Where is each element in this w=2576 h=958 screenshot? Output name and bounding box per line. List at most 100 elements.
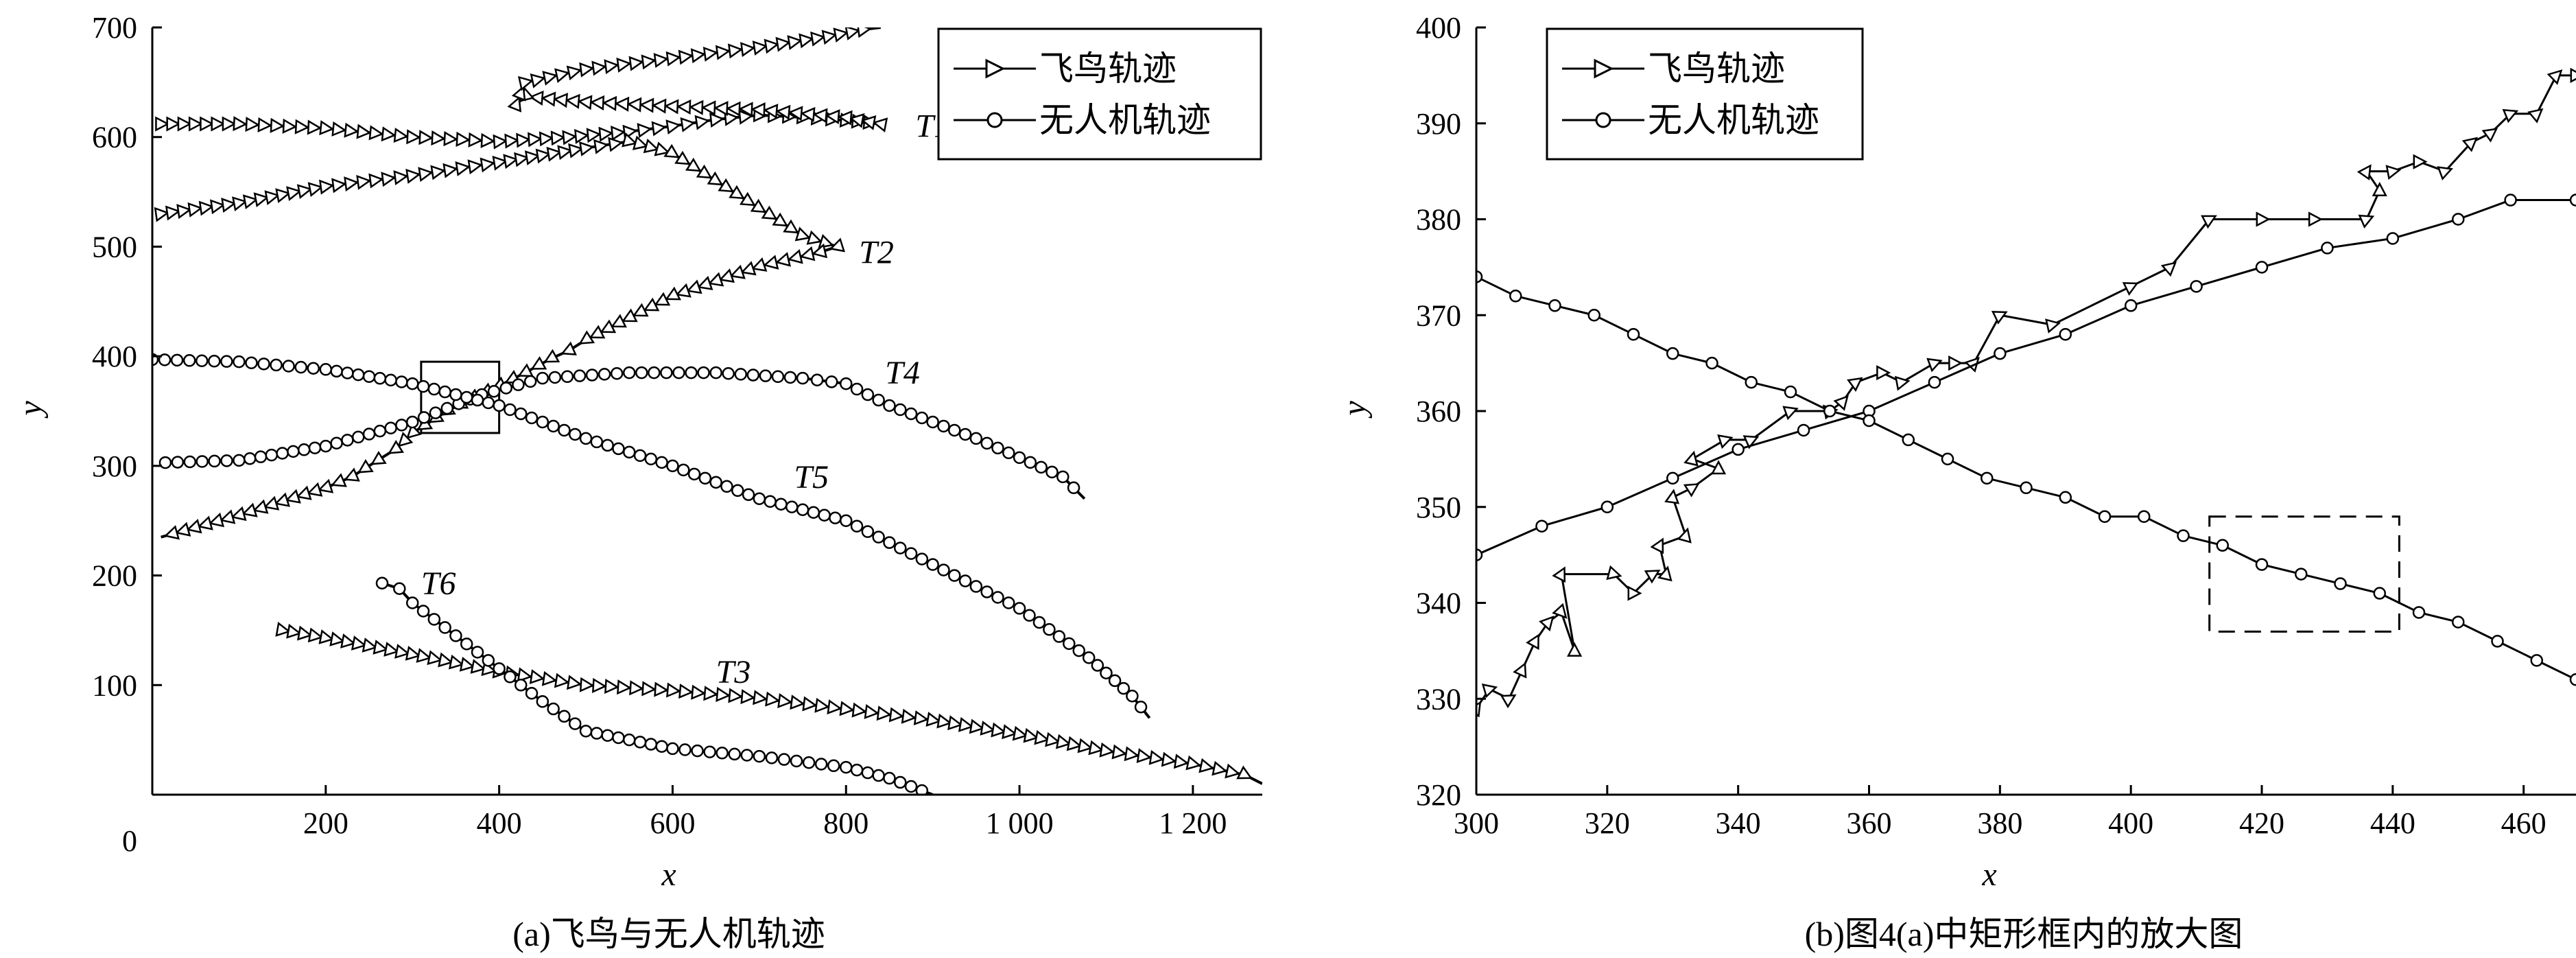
- bird-point: [872, 117, 888, 132]
- bird-point: [2527, 108, 2544, 124]
- bird-point: [632, 303, 649, 317]
- drone-point: [1823, 404, 1836, 418]
- bird-point: [443, 130, 458, 147]
- bird-point: [528, 132, 543, 148]
- drone-point: [1035, 460, 1048, 474]
- bird-point: [821, 30, 838, 45]
- drone-point: [341, 434, 354, 447]
- drone-point: [742, 488, 755, 502]
- drone-point: [2530, 654, 2543, 667]
- drone-point: [525, 411, 539, 425]
- bird-point: [837, 110, 853, 126]
- drone-point: [427, 613, 441, 626]
- zoom-region-box: [420, 360, 501, 434]
- drone-point: [220, 454, 233, 467]
- bird-point: [188, 116, 203, 132]
- bird-point: [1002, 724, 1017, 740]
- bird-point: [856, 27, 873, 38]
- bird-point: [356, 124, 372, 139]
- bird-point: [208, 512, 225, 528]
- bird-point: [467, 159, 483, 175]
- bird-point: [455, 161, 471, 176]
- trajectory-label-T4: T4: [885, 355, 920, 391]
- drone-point: [233, 454, 246, 467]
- panel-a-caption: (a)飞鸟与无人机轨迹: [512, 915, 825, 953]
- bird-point: [578, 330, 595, 344]
- bird-point: [799, 246, 816, 261]
- bird-point: [211, 116, 226, 132]
- bird-point: [654, 141, 670, 156]
- bird-point: [888, 707, 904, 723]
- bird-point: [589, 95, 605, 111]
- bird-point: [688, 100, 704, 115]
- bird-point: [368, 173, 384, 189]
- drone-point: [2190, 280, 2203, 293]
- drone-point: [405, 377, 419, 390]
- drone-point: [810, 373, 824, 386]
- bird-point: [761, 205, 778, 220]
- drone-point: [894, 541, 907, 554]
- drone-point: [183, 455, 197, 469]
- y-tick-label: 100: [92, 668, 137, 702]
- bird-point: [728, 688, 744, 703]
- drone-point: [740, 749, 754, 762]
- bird-point: [344, 467, 360, 482]
- drone-point: [825, 375, 838, 388]
- drone-point: [514, 679, 528, 692]
- bird-point: [209, 199, 226, 215]
- y-tick-label: 200: [92, 559, 137, 593]
- drone-point: [525, 687, 539, 700]
- drone-point: [536, 371, 550, 385]
- drone-point: [1002, 446, 1015, 460]
- bird-point: [430, 165, 446, 180]
- drone-point: [666, 459, 679, 473]
- bird-point: [2502, 108, 2519, 124]
- drone-point: [568, 428, 582, 441]
- bird-point: [1481, 684, 1498, 699]
- bird-point: [176, 204, 192, 220]
- bird-point: [608, 137, 624, 152]
- drone-point: [796, 371, 810, 385]
- bird-point: [1664, 489, 1680, 504]
- bird-point: [388, 440, 404, 454]
- bird-point: [263, 495, 280, 511]
- bird-point: [665, 51, 681, 67]
- bird-point: [252, 499, 269, 514]
- bird-point: [1212, 760, 1228, 776]
- bird-point: [591, 677, 607, 693]
- dashed-region-box: [2208, 515, 2400, 633]
- bird-point: [654, 681, 669, 697]
- bird-point: [1710, 460, 1727, 475]
- bird-point: [787, 249, 803, 264]
- drone-point: [872, 530, 885, 544]
- panel-a-plot-area: [152, 27, 1262, 795]
- x-tick-label: 340: [1716, 806, 1761, 840]
- bird-point: [1567, 642, 1583, 657]
- panel-a-ticks: 200 400 600 800 1 000 1 200 0 100 200 300 400 500 60…: [92, 11, 1227, 858]
- bird-point: [1161, 751, 1177, 767]
- drone-point: [499, 382, 512, 395]
- bird-point: [1111, 744, 1127, 760]
- x-tick-label: 360: [1847, 806, 1892, 840]
- drone-point: [547, 419, 560, 433]
- drone-point: [685, 366, 698, 379]
- bird-point: [750, 198, 767, 213]
- drone-point: [655, 740, 668, 753]
- drone-point: [282, 360, 295, 373]
- bird-point: [637, 123, 652, 139]
- drone-point: [1745, 375, 1758, 389]
- drone-point: [405, 596, 419, 609]
- bird-point: [1606, 565, 1622, 581]
- drone-point: [840, 377, 853, 390]
- drone-point: [471, 393, 484, 407]
- bird-point: [442, 163, 458, 178]
- bird-point: [241, 502, 258, 517]
- bird-point: [1539, 616, 1555, 632]
- bird-point: [653, 53, 669, 69]
- drone-point: [208, 454, 221, 468]
- bird-point: [851, 702, 867, 718]
- bird-marker-icon: [1594, 58, 1614, 79]
- bird-point: [738, 109, 754, 125]
- bird-point: [844, 27, 861, 40]
- bird-point: [557, 145, 573, 161]
